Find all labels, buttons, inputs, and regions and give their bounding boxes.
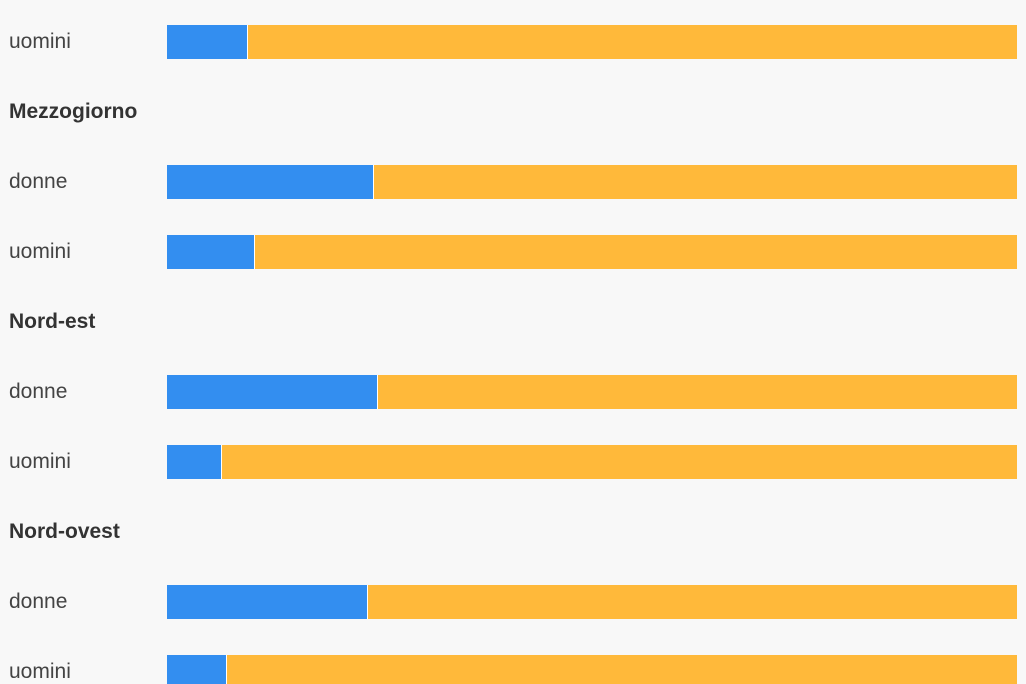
bar-segment-blue (167, 25, 248, 59)
bar-segment-blue (167, 165, 375, 199)
stacked-bar (167, 445, 1017, 479)
bar-segment-orange (255, 235, 1017, 269)
row-label: donne (9, 590, 68, 613)
bar-segment-orange (222, 445, 1017, 479)
group-heading: Nord-est (9, 310, 96, 333)
bar-segment-orange (247, 25, 1017, 59)
bar-segment-orange (367, 585, 1017, 619)
row-label: donne (9, 170, 68, 193)
stacked-bar (167, 375, 1017, 409)
bar-segment-orange (377, 375, 1017, 409)
bar-segment-blue (167, 235, 256, 269)
stacked-bar (167, 235, 1017, 269)
bar-segment-blue (167, 375, 378, 409)
stacked-bar (167, 585, 1017, 619)
group-heading: Mezzogiorno (9, 100, 138, 123)
stacked-bar (167, 25, 1017, 59)
row-label: uomini (9, 240, 71, 263)
bar-segment-orange (374, 165, 1017, 199)
group-heading: Nord-ovest (9, 520, 120, 543)
row-label: uomini (9, 30, 71, 53)
row-label: uomini (9, 450, 71, 473)
row-label: donne (9, 380, 68, 403)
stacked-bar (167, 655, 1017, 684)
bar-segment-blue (167, 655, 228, 684)
bar-segment-blue (167, 445, 223, 479)
bar-segment-orange (227, 655, 1017, 684)
stacked-bar (167, 165, 1017, 199)
row-label: uomini (9, 660, 71, 683)
bar-segment-blue (167, 585, 368, 619)
